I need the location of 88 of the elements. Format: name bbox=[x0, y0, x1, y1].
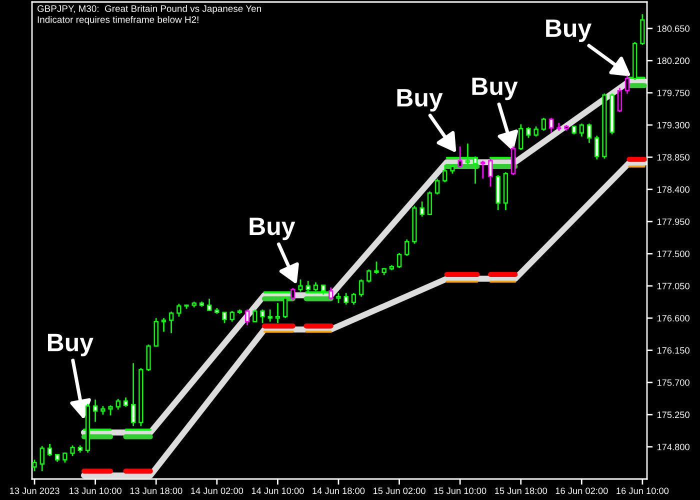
candlestick bbox=[640, 13, 645, 46]
candlestick bbox=[534, 126, 538, 138]
y-tick-label: 176.600 bbox=[657, 315, 690, 322]
x-tick-label: 14 Jun 02:00 bbox=[191, 488, 244, 494]
candlestick bbox=[396, 252, 402, 269]
candlestick bbox=[282, 296, 288, 319]
annotation: Buy bbox=[48, 334, 94, 356]
candlestick bbox=[404, 238, 410, 257]
candlestick bbox=[130, 362, 136, 427]
candlestick bbox=[579, 122, 584, 138]
candlestick bbox=[480, 160, 486, 180]
candlestick bbox=[290, 287, 296, 301]
candlestick bbox=[244, 308, 250, 326]
candlestick bbox=[366, 268, 372, 284]
candlestick bbox=[320, 284, 326, 296]
text: Indicator requires timeframe below H2! bbox=[38, 16, 198, 25]
candlestick bbox=[336, 292, 341, 304]
candlestick bbox=[624, 74, 630, 94]
y-tick-label: 176.150 bbox=[657, 347, 690, 354]
candlestick bbox=[548, 117, 554, 134]
candlestick bbox=[206, 298, 212, 312]
annotation: Buy bbox=[472, 78, 518, 100]
x-tick-label: 16 Jun 10:00 bbox=[616, 488, 669, 494]
x-tick-label: 14 Jun 10:00 bbox=[252, 488, 304, 494]
candlestick bbox=[351, 292, 356, 306]
y-tick-label: 178.850 bbox=[657, 154, 690, 161]
candlestick bbox=[116, 398, 120, 410]
candlestick bbox=[168, 310, 174, 334]
x-tick-label: 13 Jun 2023 bbox=[10, 488, 60, 494]
candlestick bbox=[62, 452, 68, 464]
x-tick-label: 15 Jun 18:00 bbox=[495, 488, 548, 494]
candlestick bbox=[108, 404, 113, 416]
y-tick-label: 174.800 bbox=[657, 444, 690, 450]
candlestick bbox=[252, 308, 258, 322]
candlestick bbox=[617, 87, 622, 113]
y-tick-label: 177.950 bbox=[657, 218, 690, 225]
candlestick bbox=[260, 308, 265, 324]
candlestick bbox=[586, 122, 592, 144]
annotation: Buy bbox=[250, 218, 296, 240]
x-tick-label: 14 Jun 18:00 bbox=[312, 488, 365, 494]
chart-title: GBPJPY, M30: Great Britain Pound vs Japanese Yen bbox=[37, 5, 261, 14]
candlestick bbox=[306, 280, 310, 292]
x-tick-label: 16 Jun 02:00 bbox=[556, 488, 608, 494]
candlestick bbox=[32, 458, 37, 472]
x-tick-label: 15 Jun 02:00 bbox=[373, 488, 426, 494]
y-tick-label: 179.750 bbox=[657, 90, 690, 96]
candlestick bbox=[526, 126, 531, 139]
candlestick bbox=[230, 310, 234, 322]
candlestick bbox=[47, 443, 52, 457]
candlestick bbox=[488, 158, 493, 188]
candlestick bbox=[161, 317, 166, 332]
y-tick-label: 175.700 bbox=[657, 379, 690, 386]
candlestick bbox=[40, 445, 44, 472]
y-tick-label: 178.400 bbox=[657, 186, 690, 193]
candlestick bbox=[275, 302, 280, 324]
candlestick bbox=[434, 178, 440, 196]
candlestick bbox=[358, 278, 364, 298]
candlestick bbox=[222, 312, 227, 324]
y-tick-label: 180.200 bbox=[657, 58, 690, 64]
candlestick bbox=[458, 146, 462, 169]
candlestick bbox=[465, 142, 470, 166]
candlestick bbox=[518, 124, 524, 151]
candlestick bbox=[70, 444, 75, 457]
candlestick bbox=[344, 292, 348, 306]
annotation: Buy bbox=[397, 89, 443, 112]
candlestick bbox=[594, 135, 600, 160]
annotation: Buy bbox=[546, 20, 592, 42]
x-tick-label: 13 Jun 10:00 bbox=[70, 488, 122, 494]
x-tick-label: 15 Jun 10:00 bbox=[434, 488, 486, 494]
y-tick-label: 180.650 bbox=[657, 25, 690, 32]
candlestick bbox=[268, 308, 272, 322]
x-tick-label: 13 Jun 18:00 bbox=[130, 488, 182, 494]
candlestick bbox=[374, 260, 379, 274]
candlestick bbox=[442, 164, 448, 183]
candlestick bbox=[472, 156, 478, 184]
candlestick bbox=[420, 200, 424, 218]
candlestick bbox=[123, 396, 128, 408]
candlestick bbox=[146, 344, 151, 372]
y-tick-label: 179.300 bbox=[657, 122, 690, 128]
candlestick bbox=[427, 190, 432, 216]
candlestick bbox=[298, 278, 303, 292]
y-tick-label: 177.500 bbox=[657, 250, 690, 258]
candlestick bbox=[541, 117, 546, 132]
y-tick-label: 177.050 bbox=[657, 282, 690, 290]
candlestick bbox=[176, 303, 182, 318]
y-tick-label: 175.250 bbox=[657, 412, 690, 418]
candlestick bbox=[92, 398, 98, 422]
candlestick bbox=[328, 286, 334, 300]
